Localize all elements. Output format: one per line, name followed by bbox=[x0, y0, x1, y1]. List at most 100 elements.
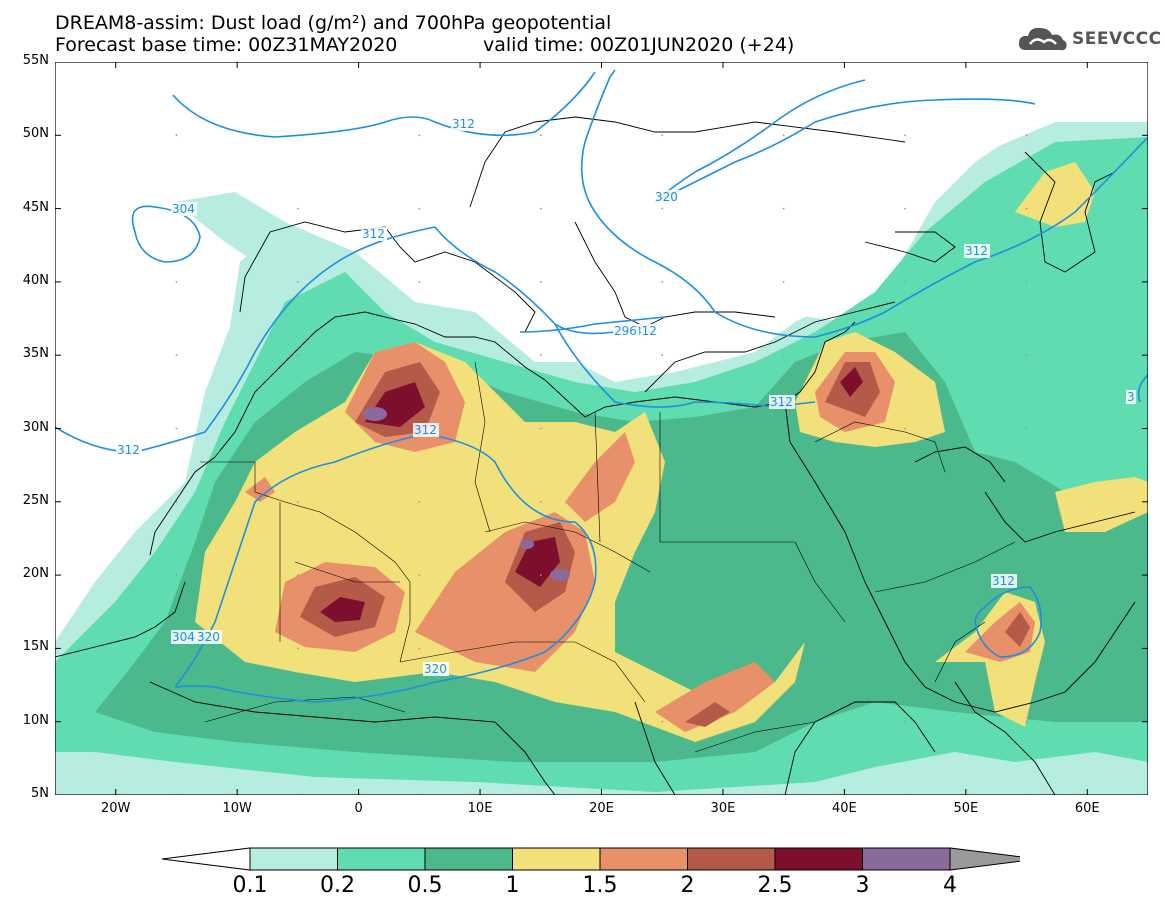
grid-dot bbox=[175, 354, 178, 357]
contour-label: 312 bbox=[117, 443, 140, 457]
latitude-label: 50N bbox=[22, 126, 49, 142]
grid-dot bbox=[539, 281, 542, 283]
colorbar-label: 2.5 bbox=[757, 873, 793, 898]
coastlines bbox=[55, 116, 1136, 795]
contour-labels: 312 312 312 312 312 312 312 304 304 296 320 320 320 3… bbox=[116, 117, 1136, 676]
contour-label-bg bbox=[991, 574, 1017, 588]
latitude-label: 20N bbox=[22, 566, 49, 582]
colorbar-label: 0.1 bbox=[232, 873, 268, 898]
grid-dot bbox=[418, 574, 421, 576]
contour-label-bg bbox=[964, 244, 990, 258]
latitude-label: 40N bbox=[22, 272, 49, 288]
grid-dot bbox=[1025, 720, 1028, 723]
latitude-label: 15N bbox=[22, 639, 49, 655]
grid-dot bbox=[782, 647, 785, 650]
contour-label-bg bbox=[361, 227, 387, 241]
longitude-label: 20E bbox=[589, 801, 614, 816]
contour-label: 312 bbox=[362, 227, 385, 241]
colorbar-cell bbox=[424, 847, 513, 871]
contour-label-bg bbox=[769, 395, 795, 409]
colorbar-min-arrow bbox=[161, 847, 251, 871]
contour-label: 312 bbox=[414, 423, 437, 437]
colorbar-max-arrow bbox=[949, 847, 1020, 871]
grid-dot bbox=[418, 354, 421, 357]
grid-dot bbox=[782, 134, 785, 137]
grid-dot bbox=[661, 574, 664, 576]
grid-dot bbox=[418, 281, 421, 283]
latitude-label: 45N bbox=[22, 199, 49, 215]
latitude-label: 55N bbox=[22, 53, 49, 68]
contour-label: 296 bbox=[614, 324, 637, 338]
contour-label-bg bbox=[413, 423, 439, 437]
grid-dot bbox=[1025, 354, 1028, 357]
grid-dot bbox=[904, 647, 907, 650]
grid-dot bbox=[661, 500, 664, 503]
longitude-label: 40E bbox=[831, 801, 857, 816]
latitude-label: 5N bbox=[31, 786, 49, 801]
contour-label: 312 bbox=[452, 117, 475, 131]
colorbar-label: 0.5 bbox=[407, 873, 443, 898]
grid-dot bbox=[296, 207, 299, 210]
contour-label-bg bbox=[171, 630, 197, 644]
grid-dot bbox=[661, 720, 664, 723]
colorbar-label: 2 bbox=[680, 873, 695, 898]
grid-dot bbox=[1025, 281, 1028, 283]
contour-label-bg bbox=[451, 117, 477, 131]
grid-dot bbox=[175, 134, 178, 137]
grid-dot bbox=[418, 647, 421, 650]
latitude-label: 25N bbox=[22, 492, 49, 508]
grid-dot bbox=[539, 354, 542, 357]
grid-dot bbox=[782, 720, 785, 723]
grid-dot bbox=[296, 281, 299, 283]
contour-label: 304 bbox=[172, 202, 195, 216]
map-title: DREAM8-assim: Dust load (g/m²) and 700hP… bbox=[55, 12, 612, 34]
forecast-base-time: Forecast base time: 00Z31MAY2020 bbox=[55, 34, 398, 56]
grid-dot bbox=[904, 207, 907, 210]
grid-dot bbox=[296, 500, 299, 503]
grid-dot bbox=[1025, 574, 1028, 576]
contour-label-bg bbox=[613, 324, 639, 338]
colorbar bbox=[161, 847, 1020, 871]
dust-load-map: 312 312 312 312 312 312 312 304 304 296 320 320 320 3… bbox=[55, 62, 1148, 795]
grid-dot bbox=[539, 500, 542, 503]
country-borders bbox=[200, 361, 1016, 753]
grid-dot bbox=[175, 720, 178, 723]
grid-dot bbox=[1025, 207, 1028, 210]
cloud-logo-icon bbox=[1018, 27, 1067, 51]
colorbar-cell bbox=[249, 847, 338, 871]
grid-dot bbox=[782, 574, 785, 576]
grid-dot bbox=[418, 134, 421, 137]
longitude-label: 20W bbox=[101, 801, 131, 816]
grid-dot bbox=[904, 574, 907, 576]
longitude-label: 10E bbox=[467, 801, 493, 816]
contour-label: 320 bbox=[197, 630, 220, 644]
contour-label: 304 bbox=[172, 630, 195, 644]
grid-dot bbox=[418, 720, 421, 723]
grid-dot bbox=[539, 207, 542, 210]
colorbar-label: 4 bbox=[943, 873, 957, 898]
longitude-label: 30E bbox=[710, 801, 736, 816]
colorbar-label: 1 bbox=[505, 873, 520, 898]
grid-dot bbox=[904, 354, 907, 357]
grid-dot bbox=[782, 281, 785, 283]
grid-dot bbox=[782, 207, 785, 210]
contour-label: 320 bbox=[424, 662, 447, 676]
grid-dot bbox=[782, 500, 785, 503]
grid-dot bbox=[904, 427, 907, 430]
contour-label-bg bbox=[116, 443, 142, 457]
grid-dot bbox=[539, 427, 542, 430]
grid-dot bbox=[175, 427, 178, 430]
colorbar-cell bbox=[687, 847, 776, 871]
contour-label-bg bbox=[654, 190, 680, 204]
grid-dot bbox=[1025, 134, 1028, 137]
colorbar-cell bbox=[862, 847, 951, 871]
seevccc-logo: SEEVCCC bbox=[1016, 22, 1161, 56]
colorbar-label: 3 bbox=[855, 873, 870, 898]
grid-dot bbox=[296, 354, 299, 357]
grid-dot bbox=[661, 647, 664, 650]
contour-label-bg bbox=[171, 202, 197, 216]
longitude-label: 50E bbox=[953, 801, 979, 816]
grid-dot bbox=[539, 647, 542, 650]
axis-ticks bbox=[55, 62, 1148, 795]
contour-label: 3 bbox=[1127, 390, 1135, 404]
